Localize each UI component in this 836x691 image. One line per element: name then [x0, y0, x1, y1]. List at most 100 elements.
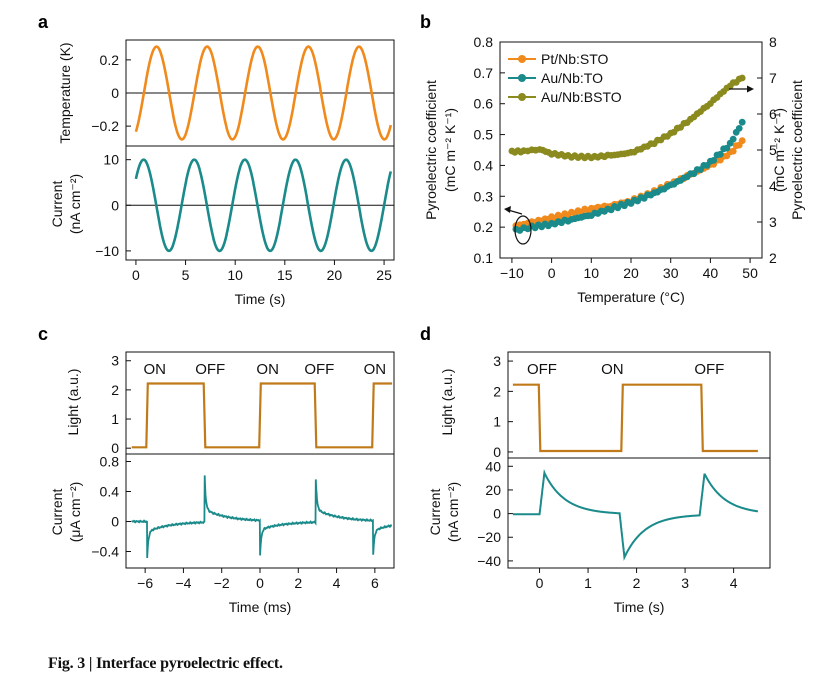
c-top-annotation-off: OFF — [195, 361, 225, 378]
c-bottom-y-axis-label: Current — [49, 489, 65, 536]
b-legend-marker — [518, 93, 526, 101]
x-axis-label: Time (ms) — [229, 599, 291, 615]
d-top-light-trace — [512, 383, 758, 453]
x-tick-label: 2 — [294, 575, 302, 591]
c-top-annotation-off: OFF — [304, 361, 334, 378]
x-axis-label: Temperature (°C) — [577, 289, 685, 305]
b-y-axis-label-units: (mC m⁻² K⁻¹) — [442, 108, 458, 192]
x-tick-label: −10 — [500, 265, 524, 281]
y2-tick-label: 8 — [769, 34, 777, 50]
x-tick-label: 6 — [371, 575, 379, 591]
x-tick-label: 10 — [584, 265, 600, 281]
x-tick-label: 25 — [376, 267, 392, 283]
x-tick-label: 40 — [703, 265, 719, 281]
y-tick-label: 0 — [111, 514, 119, 530]
c-bottom-y-axis-label-units: (μA cm⁻²) — [67, 482, 83, 543]
d-bottom-y-axis-label: Current — [427, 489, 443, 536]
y-tick-label: 0 — [493, 506, 501, 522]
a-top-series-line — [134, 45, 393, 141]
b-arrow-left-line — [507, 209, 523, 215]
y-tick-label: 1 — [111, 411, 119, 427]
y-tick-label: 2 — [111, 382, 119, 398]
y-tick-label: 0.8 — [474, 34, 494, 50]
c-bottom-current-trace — [130, 475, 393, 559]
y-tick-label: 1 — [493, 414, 501, 430]
y2-tick-label: 4 — [769, 178, 777, 194]
y2-tick-label: 2 — [769, 250, 777, 266]
y-tick-label: 10 — [103, 152, 119, 168]
b-y2-axis-label-units: (mC m⁻² K⁻¹) — [771, 108, 787, 192]
x-tick-label: 3 — [681, 575, 689, 591]
y-tick-label: 0.5 — [474, 127, 494, 143]
y2-tick-label: 3 — [769, 214, 777, 230]
y-tick-label: 0.6 — [474, 96, 494, 112]
y-tick-label: 0.7 — [474, 65, 494, 81]
x-tick-label: 1 — [584, 575, 592, 591]
x-tick-label: 0 — [536, 575, 544, 591]
y-tick-label: 0 — [111, 440, 119, 456]
y-tick-label: −0.2 — [91, 118, 119, 134]
x-tick-label: 2 — [633, 575, 641, 591]
x-tick-label: 0 — [548, 265, 556, 281]
y-tick-label: 2 — [493, 383, 501, 399]
b-point-end — [738, 74, 746, 82]
y-tick-label: 0.2 — [474, 219, 494, 235]
d-top-y-axis-label: Light (a.u.) — [439, 369, 455, 436]
c-top-y-axis-label: Light (a.u.) — [65, 369, 81, 436]
x-tick-label: 20 — [327, 267, 343, 283]
x-tick-label: −2 — [214, 575, 230, 591]
d-top-annotation-on: ON — [601, 361, 624, 378]
b-legend-label: Au/Nb:BSTO — [541, 89, 622, 105]
d-bottom-y-axis-label-units: (nA cm⁻²) — [445, 482, 461, 542]
y-tick-label: 0 — [111, 85, 119, 101]
b-point-ptnbsto — [729, 147, 737, 155]
b-legend-label: Pt/Nb:STO — [541, 51, 609, 67]
panel-label-d: d — [420, 324, 431, 344]
y2-tick-label: 7 — [769, 70, 777, 86]
c-top-annotation-on: ON — [256, 361, 279, 378]
y2-tick-label: 5 — [769, 142, 777, 158]
x-axis-label: Time (s) — [614, 599, 665, 615]
x-tick-label: 50 — [742, 265, 758, 281]
panel-label-b: b — [420, 12, 431, 32]
b-point-aunbto — [716, 150, 724, 158]
y2-tick-label: 6 — [769, 106, 777, 122]
b-point-aunbto — [729, 135, 737, 143]
d-top-annotation-off: OFF — [694, 361, 724, 378]
b-legend-label: Au/Nb:TO — [541, 70, 603, 86]
y-tick-label: 0.8 — [100, 454, 120, 470]
x-tick-label: 4 — [730, 575, 738, 591]
y-tick-label: 0.2 — [100, 52, 120, 68]
a-bottom-y-axis-label: Current — [49, 181, 65, 228]
b-ellipse-marker — [514, 215, 532, 245]
x-axis-label: Time (s) — [235, 291, 286, 307]
b-point-aunbto — [735, 124, 743, 132]
b-y-axis-label: Pyroelectric coefficient — [423, 80, 439, 220]
y-tick-label: 0 — [111, 197, 119, 213]
b-point-end — [738, 118, 746, 126]
y-tick-label: −10 — [95, 243, 119, 259]
d-bottom-current-trace — [512, 469, 758, 561]
y-tick-label: 0 — [493, 444, 501, 460]
y-tick-label: 0.4 — [474, 157, 494, 173]
y-tick-label: 3 — [493, 353, 501, 369]
a-bottom-frame — [125, 145, 395, 261]
x-tick-label: −6 — [137, 575, 153, 591]
y-tick-label: 3 — [111, 353, 119, 369]
a-bottom-series-line — [134, 158, 393, 253]
b-legend-marker — [518, 74, 526, 82]
b-y2-axis-label: Pyroelectric coefficient — [789, 80, 805, 220]
y-tick-label: 0.3 — [474, 188, 494, 204]
panel-label-a: a — [38, 12, 49, 32]
b-arrow-left-head — [504, 206, 511, 213]
b-point-aunbto — [723, 144, 731, 152]
c-top-annotation-on: ON — [364, 361, 387, 378]
d-bottom-frame — [507, 457, 771, 569]
c-top-annotation-on: ON — [143, 361, 166, 378]
y-tick-label: 0.1 — [474, 250, 494, 266]
x-tick-label: 0 — [256, 575, 264, 591]
x-tick-label: 5 — [182, 267, 190, 283]
panel-label-c: c — [38, 324, 48, 344]
